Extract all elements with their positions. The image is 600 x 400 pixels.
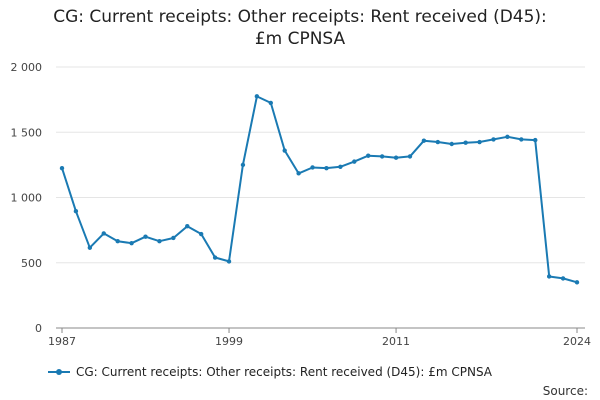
- series-line: [61, 95, 578, 284]
- data-point: [379, 154, 385, 159]
- data-point: [449, 141, 454, 147]
- data-point: [338, 164, 343, 170]
- data-point: [282, 148, 287, 153]
- x-tick-label: 2011: [382, 335, 410, 348]
- data-point: [254, 94, 260, 99]
- data-point: [198, 231, 204, 237]
- y-tick-label: 1 500: [11, 126, 43, 139]
- y-tick-label: 2 000: [11, 61, 43, 74]
- legend-line-marker-icon: [48, 367, 70, 377]
- data-point: [115, 239, 120, 244]
- source-label: Source:: [542, 384, 588, 398]
- legend-label: CG: Current receipts: Other receipts: Re…: [76, 365, 493, 379]
- y-tick-label: 500: [21, 257, 42, 270]
- data-point: [519, 137, 524, 142]
- data-point: [171, 235, 176, 241]
- chart-title: CG: Current receipts: Other receipts: Re…: [0, 6, 600, 50]
- gridlines: [56, 66, 585, 264]
- data-point: [352, 159, 357, 164]
- data-point: [268, 100, 273, 106]
- series-layer: [59, 94, 580, 285]
- data-point: [463, 140, 468, 145]
- data-point: [421, 138, 427, 143]
- legend: CG: Current receipts: Other receipts: Re…: [48, 365, 492, 379]
- data-point: [324, 165, 329, 171]
- data-point: [143, 234, 148, 239]
- chart-title-line-2: £m CPNSA: [254, 29, 346, 49]
- y-tick-label: 0: [35, 322, 42, 335]
- data-point: [185, 224, 190, 229]
- data-point: [533, 137, 538, 143]
- axes: 0 500 1 000 1 500 2 000 1987 1999 2011 2024: [11, 61, 592, 348]
- data-point: [240, 162, 246, 168]
- x-tick-label: 2024: [563, 335, 591, 348]
- data-point: [491, 137, 496, 142]
- data-point: [574, 280, 580, 285]
- data-point: [505, 134, 510, 140]
- data-point: [73, 209, 79, 214]
- data-point: [477, 139, 482, 145]
- data-point: [296, 171, 301, 176]
- data-point: [212, 255, 218, 260]
- data-point: [435, 139, 441, 145]
- data-point: [157, 239, 162, 244]
- data-point: [59, 165, 65, 171]
- data-point: [546, 274, 552, 279]
- data-point: [310, 165, 315, 170]
- y-tick-label: 1 000: [11, 192, 43, 205]
- data-point: [393, 155, 399, 160]
- data-point: [560, 276, 566, 281]
- data-point: [87, 245, 93, 250]
- x-tick-label: 1999: [215, 335, 243, 348]
- data-point: [226, 259, 232, 264]
- x-tick-label: 1987: [48, 335, 76, 348]
- data-point: [407, 154, 413, 159]
- data-point: [101, 231, 106, 236]
- chart-title-line-1: CG: Current receipts: Other receipts: Re…: [53, 7, 547, 27]
- data-point: [129, 240, 134, 246]
- data-point: [366, 153, 371, 158]
